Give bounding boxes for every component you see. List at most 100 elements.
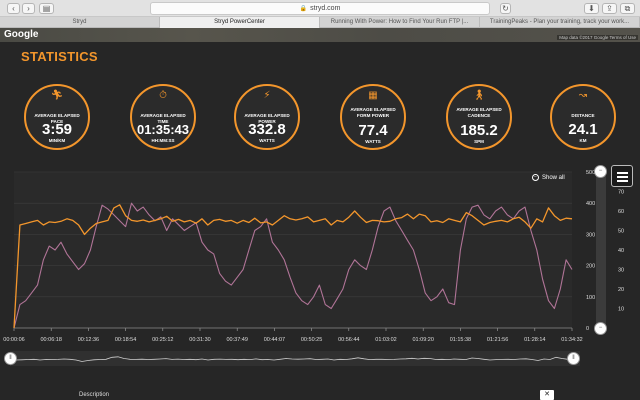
stat-label: AVERAGE ELAPSED PACE [34, 113, 80, 124]
stat-label: DISTANCE [571, 113, 595, 118]
y-right-tick-label: 60 [618, 209, 624, 215]
close-icon[interactable]: ✕ [540, 390, 554, 400]
x-tick-label: 01:28:14 [524, 337, 545, 343]
y-right-tick-label: 10 [618, 307, 624, 313]
y-left-tick-label: 200 [586, 264, 595, 270]
sidebar-icon[interactable]: ▤ [39, 3, 54, 14]
navigator-track[interactable] [10, 351, 580, 366]
walking-person-icon: 🚶︎ [472, 90, 486, 101]
navigator-handle-left[interactable]: ‖ [4, 352, 17, 365]
stat-unit: WATTS [259, 138, 275, 143]
stat-form-power: ▦ AVERAGE ELAPSED FORM POWER 77.4 WATTS [340, 84, 406, 150]
stat-value: 01:35:43 [136, 122, 190, 137]
lightning-icon: ⚡︎ [263, 90, 271, 101]
stat-distance: ↝ DISTANCE 24.1 KM [550, 84, 616, 150]
stat-label: AVERAGE ELAPSED POWER [244, 113, 290, 124]
form-series-line [13, 202, 573, 329]
stat-average-cadence: 🚶︎ AVERAGE ELAPSED CADENCE 185.2 SPM [446, 84, 512, 150]
stat-value: 3:59 [41, 121, 73, 138]
show-all-label: Show all [542, 175, 565, 182]
hamburger-icon [617, 180, 628, 182]
y-left-tick-label: 500 [586, 170, 595, 176]
share-icon[interactable]: ⇪ [602, 3, 617, 14]
x-tick-label: 01:34:32 [561, 337, 582, 343]
tabs-overview-icon[interactable]: ⧉ [620, 3, 635, 14]
download-icon[interactable]: ⬇ [584, 3, 599, 14]
lock-icon: 🔒 [299, 6, 308, 12]
stat-average-time: ⏱︎ AVERAGE ELAPSED TIME 01:35:43 HH:MM:S… [130, 84, 196, 150]
y-right-tick-label: 40 [618, 248, 624, 254]
x-tick-label: 01:03:02 [375, 337, 396, 343]
refresh-icon[interactable]: ↻ [500, 3, 511, 14]
stopwatch-icon: ⏱︎ [159, 90, 167, 101]
tab-running-with-power[interactable]: Running With Power: How to Find Your Run… [320, 17, 480, 28]
x-tick-label: 01:15:38 [450, 337, 471, 343]
y-left-tick-label: 100 [586, 295, 595, 301]
x-tick-label: 01:09:20 [412, 337, 433, 343]
y-left-tick-label: 400 [586, 201, 595, 207]
y-left-tick-label: 0 [586, 326, 589, 332]
power-series-line [13, 204, 573, 329]
address-bar[interactable]: 🔒 stryd.com [150, 2, 490, 15]
route-icon: ↝ [578, 90, 588, 101]
stat-label: AVERAGE ELAPSED CADENCE [456, 107, 502, 118]
description-label: Description [79, 392, 110, 398]
stat-average-pace: 🏃︎ AVERAGE ELAPSED PACE 3:59 MIN/KM [24, 84, 90, 150]
stat-unit: SPM [474, 139, 484, 144]
y-right-tick-label: 20 [618, 287, 624, 293]
stat-unit: KM [579, 138, 587, 143]
y-left-tick-label: 300 [586, 232, 595, 238]
tab-bar: Stryd Stryd PowerCenter Running With Pow… [0, 17, 640, 28]
tab-label: TrainingPeaks - Plan your training, trac… [489, 19, 630, 25]
x-tick-label: 00:31:30 [189, 337, 210, 343]
stat-unit: HH:MM:SS [151, 138, 175, 143]
tab-stryd[interactable]: Stryd [0, 17, 160, 28]
tab-powercenter[interactable]: Stryd PowerCenter [160, 17, 320, 28]
running-person-icon: 🏃︎ [50, 90, 64, 101]
x-tick-label: 00:06:18 [40, 337, 61, 343]
show-all-button[interactable]: − Show all [532, 174, 565, 181]
form-power-icon: ▦ [368, 90, 378, 101]
stat-unit: MIN/KM [48, 138, 66, 143]
stat-unit: WATTS [365, 139, 381, 144]
hamburger-icon [617, 172, 628, 174]
x-tick-label: 00:00:06 [3, 337, 24, 343]
back-button[interactable]: ‹ [7, 3, 20, 14]
x-tick-label: 00:25:12 [152, 337, 173, 343]
navigator-handle-right[interactable]: ‖ [567, 352, 580, 365]
forward-button[interactable]: › [22, 3, 35, 14]
stat-value: 77.4 [358, 122, 388, 139]
x-tick-label: 00:44:07 [264, 337, 285, 343]
x-tick-label: 00:50:25 [301, 337, 322, 343]
hamburger-icon [617, 176, 628, 178]
x-tick-label: 00:12:36 [78, 337, 99, 343]
y-right-tick-label: 30 [618, 268, 624, 274]
plot-area [14, 172, 572, 328]
time-navigator[interactable] [10, 351, 580, 366]
x-tick-label: 00:37:49 [226, 337, 247, 343]
x-tick-label: 01:21:56 [487, 337, 508, 343]
vertical-range-handle-bottom[interactable]: − [594, 322, 607, 335]
address-text: stryd.com [310, 5, 341, 12]
tab-trainingpeaks[interactable]: TrainingPeaks - Plan your training, trac… [480, 17, 640, 28]
stat-average-power: ⚡︎ AVERAGE ELAPSED POWER 332.8 WATTS [234, 84, 300, 150]
stat-value: 185.2 [460, 122, 498, 139]
google-logo: Google [4, 29, 39, 40]
tab-label: Stryd PowerCenter [214, 19, 265, 25]
tab-label: Stryd [72, 19, 87, 25]
activity-chart[interactable]: 0 100 200 300 400 500 10 20 30 40 50 60 70 00:00:06 00… [0, 158, 640, 358]
y-right-tick-label: 70 [618, 190, 624, 196]
stat-value: 332.8 [248, 121, 286, 138]
stat-label: AVERAGE ELAPSED TIME [140, 113, 186, 124]
vertical-range-handle-top[interactable]: − [594, 165, 607, 178]
stat-value: 24.1 [568, 121, 598, 138]
page-title: STATISTICS [21, 49, 98, 64]
vertical-range-track[interactable] [596, 176, 606, 326]
x-tick-label: 00:56:44 [338, 337, 359, 343]
navigator-trace [10, 356, 580, 366]
route-map[interactable]: Google Map data ©2017 Google Terms of Us… [0, 28, 640, 42]
map-credit[interactable]: Map data ©2017 Google Terms of Use [557, 35, 638, 40]
tab-label: Running With Power: How to Find Your Run… [330, 19, 469, 25]
chart-menu-button[interactable] [611, 165, 633, 187]
